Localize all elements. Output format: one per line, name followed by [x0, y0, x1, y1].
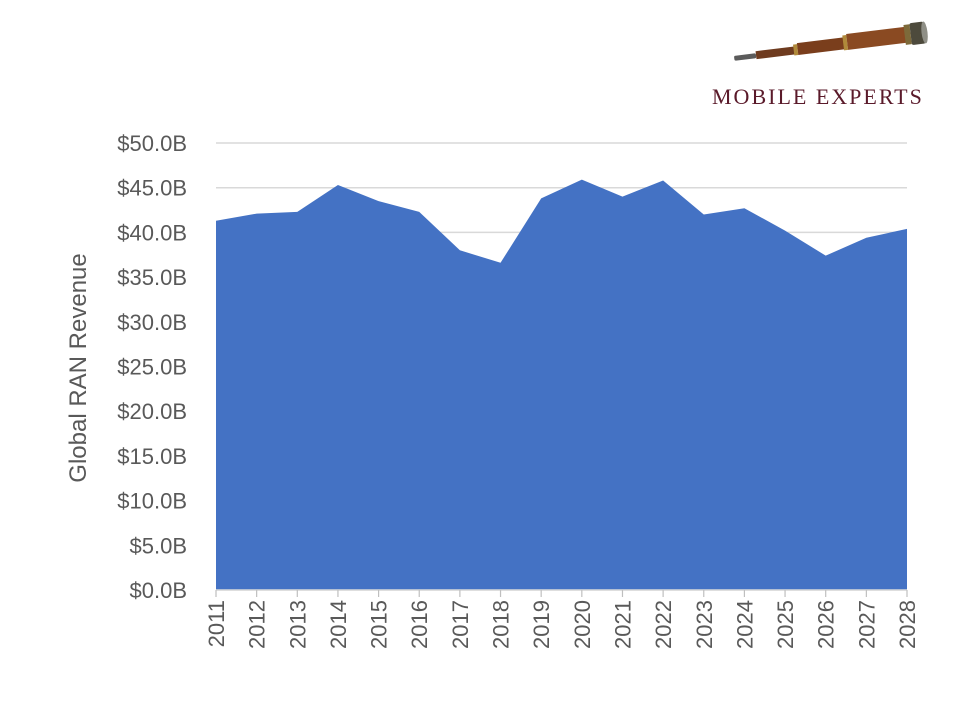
- x-tick-label: 2028: [895, 600, 920, 649]
- y-tick-label: $20.0B: [117, 399, 187, 424]
- x-tick-label: 2013: [285, 600, 310, 649]
- x-tick-label: 2026: [814, 600, 839, 649]
- x-tick-label: 2023: [692, 600, 717, 649]
- area-series: [215, 179, 908, 591]
- x-tick-label: 2022: [651, 600, 676, 649]
- x-tick-label: 2012: [245, 600, 270, 649]
- x-tick-label: 2014: [326, 600, 351, 649]
- y-tick-label: $15.0B: [117, 444, 187, 469]
- y-axis-title: Global RAN Revenue: [65, 253, 92, 482]
- x-tick-label: 2024: [732, 600, 757, 649]
- area-fill: [216, 179, 907, 591]
- y-tick-label: $0.0B: [130, 578, 188, 603]
- x-tick-label: 2018: [489, 600, 514, 649]
- brand-logo: MOBILE EXPERTS: [712, 21, 928, 109]
- telescope-icon: [734, 21, 928, 61]
- x-tick-label: 2020: [570, 600, 595, 649]
- y-tick-labels: $0.0B $5.0B $10.0B $15.0B $20.0B $25.0B $30.0B…: [117, 131, 187, 603]
- x-tick-labels: 2011 2012 2013 2014 2015 2016 2017 2018 2019 2020…: [204, 590, 920, 649]
- y-tick-label: $40.0B: [117, 220, 187, 245]
- x-tick-label: 2025: [773, 600, 798, 649]
- x-tick-label: 2011: [204, 600, 229, 647]
- y-tick-label: $5.0B: [130, 533, 188, 558]
- y-tick-label: $10.0B: [117, 489, 187, 514]
- y-tick-label: $30.0B: [117, 310, 187, 335]
- y-tick-label: $25.0B: [117, 355, 187, 380]
- x-tick-label: 2017: [448, 600, 473, 649]
- y-tick-label: $45.0B: [117, 176, 187, 201]
- x-tick-label: 2019: [529, 600, 554, 649]
- x-tick-label: 2027: [854, 600, 879, 649]
- x-tick-label: 2015: [367, 600, 392, 649]
- y-tick-label: $50.0B: [117, 131, 187, 156]
- y-tick-label: $35.0B: [117, 265, 187, 290]
- brand-name: MOBILE EXPERTS: [712, 84, 924, 109]
- x-tick-label: 2016: [407, 600, 432, 649]
- x-tick-label: 2021: [610, 600, 635, 649]
